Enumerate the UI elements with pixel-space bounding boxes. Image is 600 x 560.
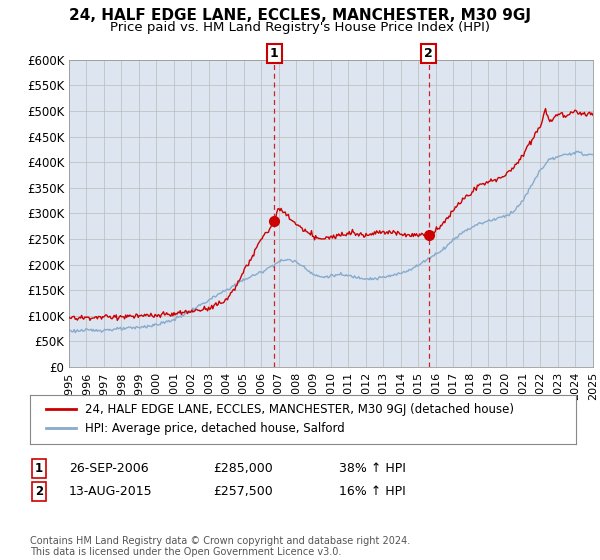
Text: 2: 2 <box>35 485 43 498</box>
Text: 1: 1 <box>35 462 43 475</box>
Text: 16% ↑ HPI: 16% ↑ HPI <box>339 485 406 498</box>
Text: Contains HM Land Registry data © Crown copyright and database right 2024.
This d: Contains HM Land Registry data © Crown c… <box>30 535 410 557</box>
Text: 13-AUG-2015: 13-AUG-2015 <box>69 485 152 498</box>
Text: £257,500: £257,500 <box>213 485 273 498</box>
Text: 24, HALF EDGE LANE, ECCLES, MANCHESTER, M30 9GJ: 24, HALF EDGE LANE, ECCLES, MANCHESTER, … <box>69 8 531 24</box>
Legend: 24, HALF EDGE LANE, ECCLES, MANCHESTER, M30 9GJ (detached house), HPI: Average p: 24, HALF EDGE LANE, ECCLES, MANCHESTER, … <box>41 399 519 440</box>
Text: £285,000: £285,000 <box>213 462 273 475</box>
Text: 38% ↑ HPI: 38% ↑ HPI <box>339 462 406 475</box>
Text: 2: 2 <box>424 47 433 60</box>
Text: 1: 1 <box>270 47 278 60</box>
Text: 26-SEP-2006: 26-SEP-2006 <box>69 462 149 475</box>
Text: Price paid vs. HM Land Registry's House Price Index (HPI): Price paid vs. HM Land Registry's House … <box>110 21 490 34</box>
